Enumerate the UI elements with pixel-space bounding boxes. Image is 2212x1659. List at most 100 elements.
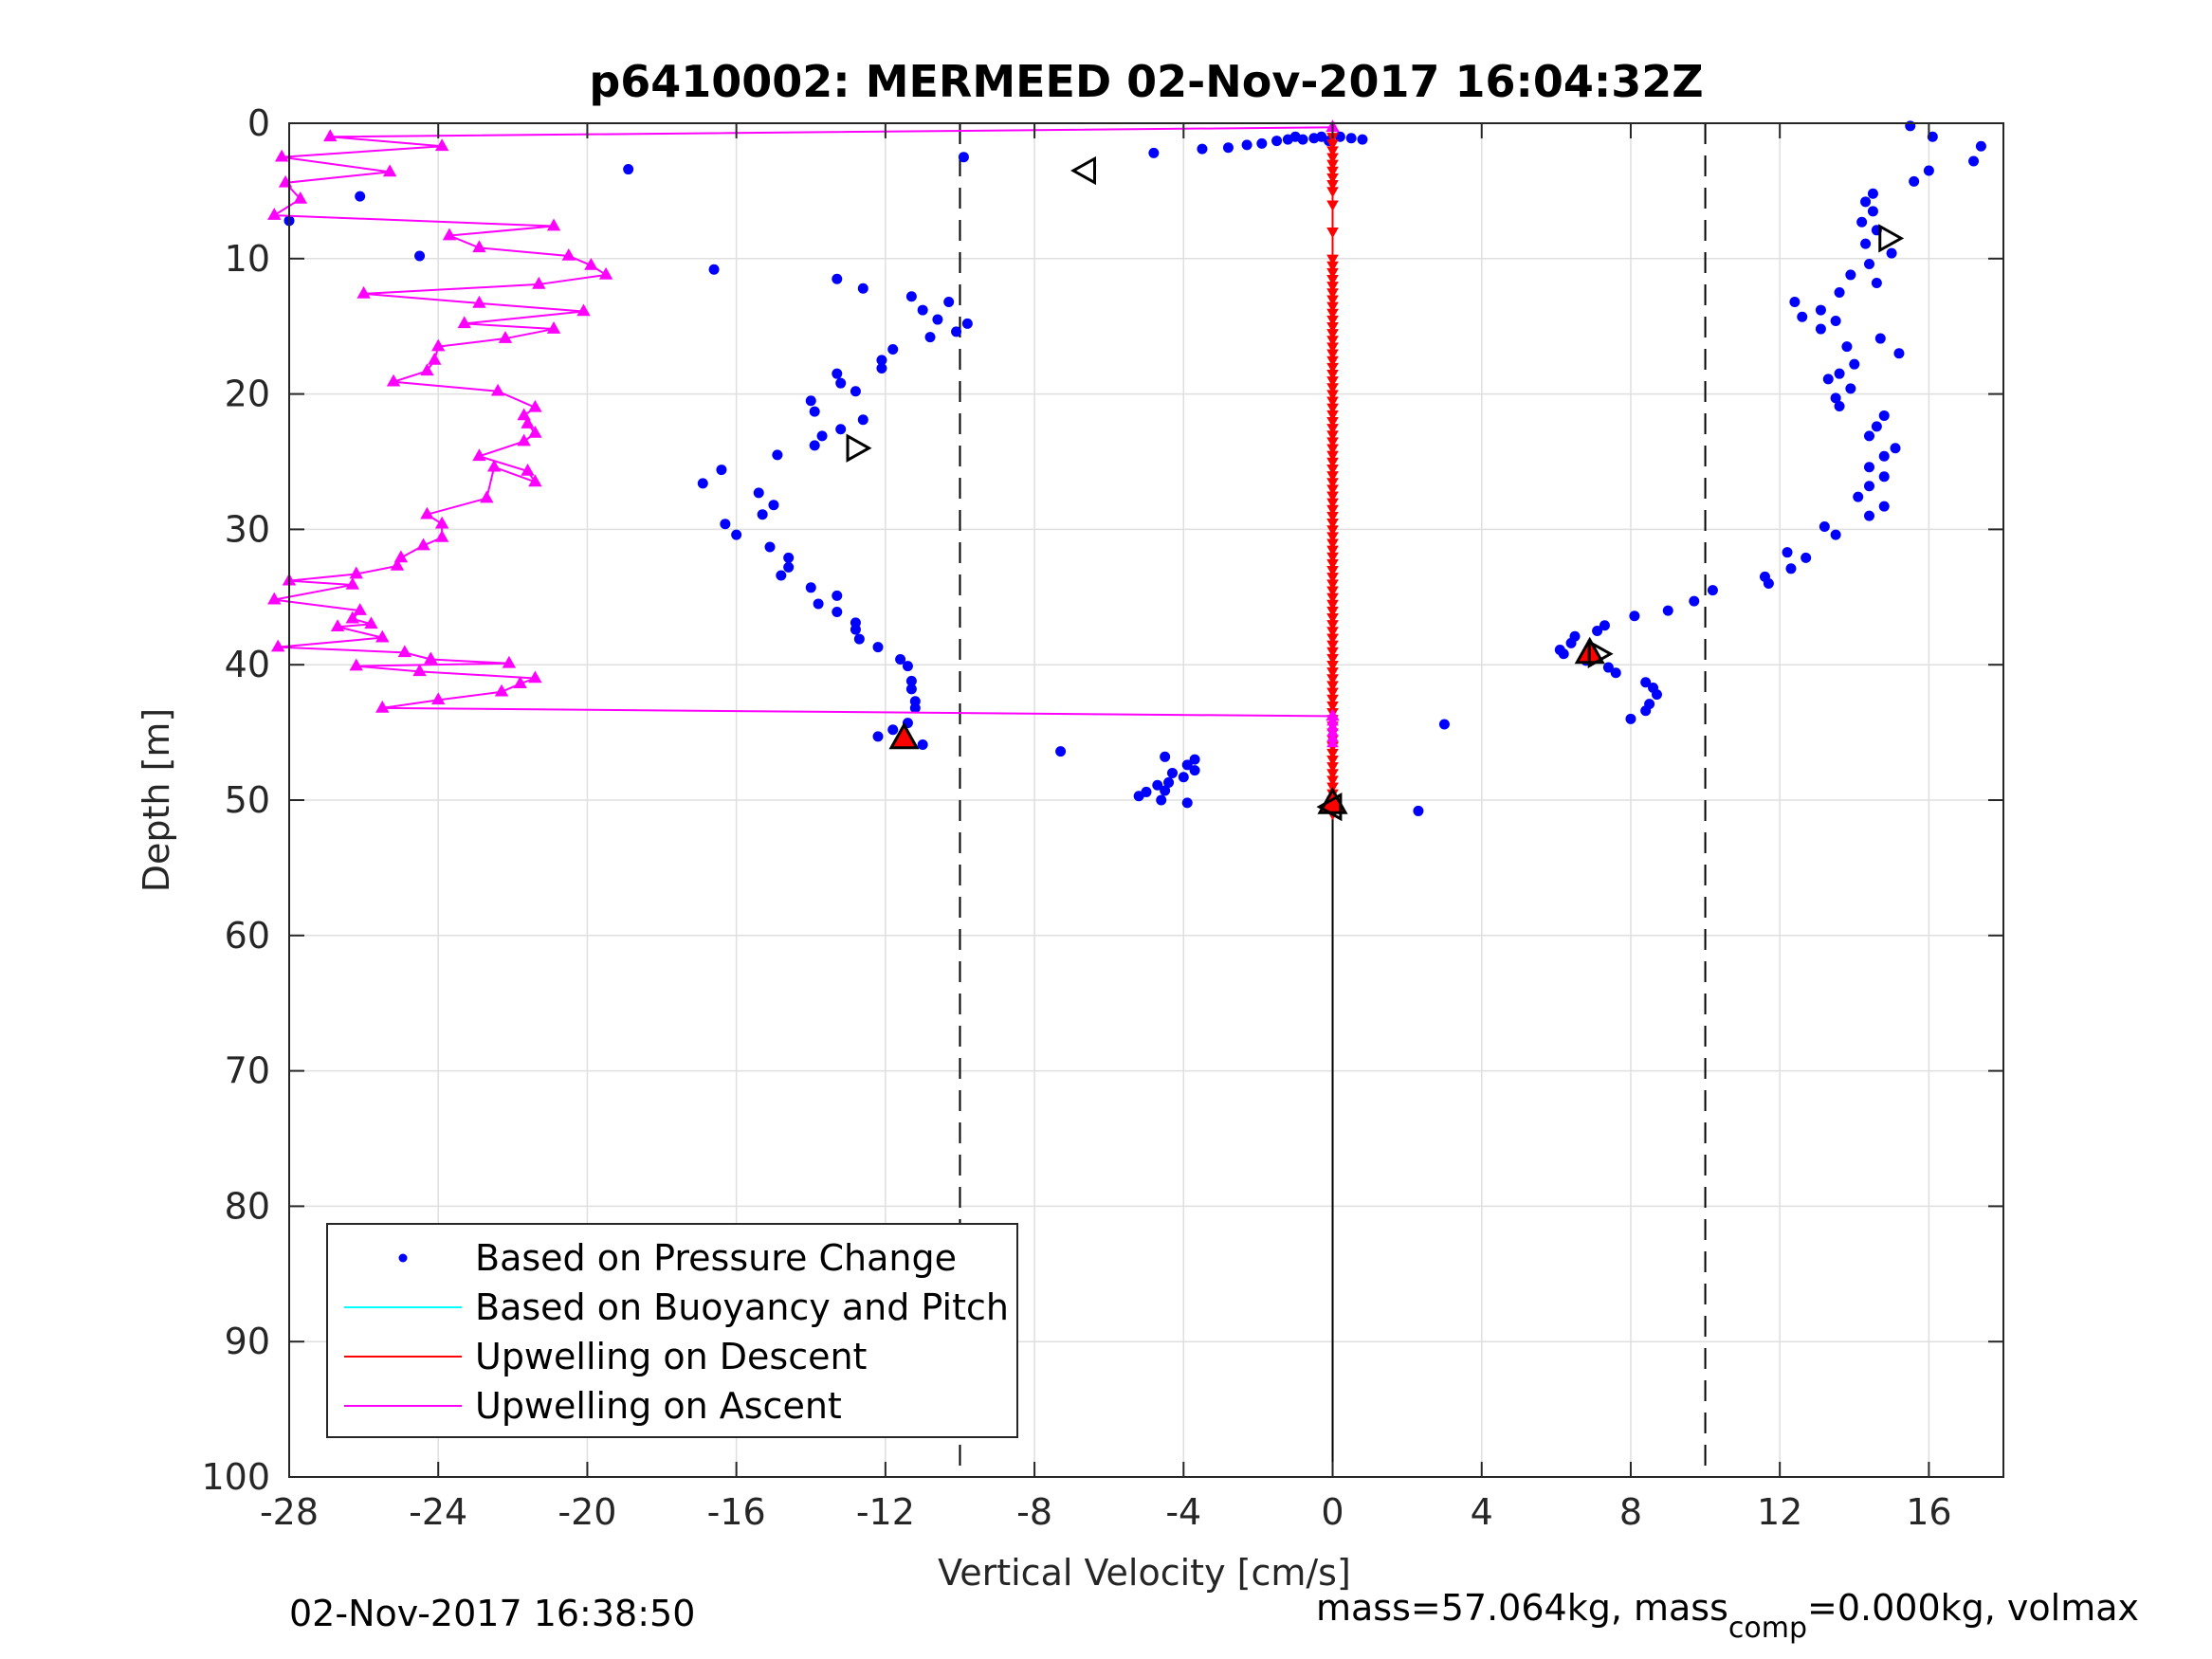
pressure-change-point <box>1558 648 1569 660</box>
x-tick-label: -4 <box>1165 1491 1201 1533</box>
pressure-change-point <box>835 424 847 435</box>
event-marker-up <box>1317 787 1348 814</box>
pressure-change-point <box>757 509 768 520</box>
descent-upwelling-marker <box>1326 200 1339 211</box>
pressure-change-point <box>1867 206 1878 217</box>
pressure-change-point <box>716 465 727 476</box>
descent-upwelling-marker <box>1326 308 1339 319</box>
pressure-change-point <box>1357 134 1368 145</box>
x-tick-label: 12 <box>1757 1491 1802 1533</box>
pressure-change-point <box>1878 501 1890 512</box>
pressure-change-point <box>414 250 426 262</box>
ascent-upwelling-marker <box>397 645 412 658</box>
x-tick-label: -8 <box>1016 1491 1052 1533</box>
ascent-upwelling-marker <box>1326 715 1339 726</box>
pressure-change-point <box>958 152 969 163</box>
pressure-change-point <box>783 552 795 563</box>
descent-upwelling-marker <box>1326 592 1339 604</box>
descent-upwelling-marker <box>1326 504 1339 516</box>
pressure-change-point <box>832 368 843 379</box>
pressure-change-point <box>1241 139 1252 151</box>
ascent-upwelling-marker <box>1326 737 1339 748</box>
descent-upwelling-marker <box>1326 647 1339 658</box>
pressure-change-point <box>1181 759 1193 771</box>
pressure-change-point <box>1345 133 1357 144</box>
ascent-upwelling-marker <box>490 383 505 396</box>
pressure-change-point <box>1886 247 1897 259</box>
pressure-change-point <box>1271 136 1283 147</box>
ascent-upwelling-marker <box>353 603 367 615</box>
pressure-change-point <box>1438 719 1450 730</box>
pressure-change-point <box>1909 175 1920 187</box>
descent-upwelling-marker <box>1326 653 1339 665</box>
ascent-upwelling-marker <box>386 374 401 387</box>
pressure-change-point <box>1853 491 1864 502</box>
pressure-change-point <box>850 386 861 397</box>
x-axis-label: Vertical Velocity [cm/s] <box>938 1552 1351 1594</box>
ascent-upwelling-marker <box>356 285 371 299</box>
pressure-change-point <box>905 675 917 686</box>
pressure-change-point <box>623 164 634 175</box>
turn-marker-right <box>1878 224 1905 253</box>
pressure-change-point <box>1830 392 1841 404</box>
ascent-upwelling-marker <box>434 516 449 529</box>
pressure-change-point <box>1156 794 1167 806</box>
descent-upwelling-marker <box>1326 532 1339 543</box>
descent-upwelling-marker <box>1326 613 1339 625</box>
grid <box>288 122 2003 1478</box>
pressure-change-point <box>1864 510 1875 521</box>
x-tick-label: -24 <box>409 1491 467 1533</box>
pressure-change-point <box>1181 797 1193 809</box>
pressure-change-point <box>1640 705 1652 717</box>
ascent-upwelling-marker <box>1326 725 1339 737</box>
pressure-change-point <box>1592 626 1603 636</box>
pressure-change-point <box>1662 605 1673 616</box>
pressure-change-point <box>1189 754 1200 765</box>
pressure-change-point <box>697 478 708 489</box>
pressure-change-point <box>951 326 962 337</box>
pressure-change-point <box>1878 410 1890 421</box>
pressure-change-point <box>1133 791 1144 802</box>
pressure-change-point <box>1413 805 1424 816</box>
pressure-change-point <box>1830 315 1841 326</box>
descent-upwelling-marker <box>1326 444 1339 455</box>
x-tick-label: -16 <box>707 1491 766 1533</box>
pressure-change-point <box>1629 611 1640 622</box>
descent-upwelling-marker <box>1326 336 1339 347</box>
pressure-change-point <box>1297 134 1308 145</box>
descent-upwelling-marker <box>1326 424 1339 435</box>
pressure-change-point <box>1160 751 1171 762</box>
ascent-upwelling-marker <box>293 191 307 204</box>
pressure-change-point <box>1864 462 1875 473</box>
footer-mass-sub: comp <box>1728 1612 1807 1645</box>
pressure-change-point <box>1878 450 1890 462</box>
descent-upwelling-marker <box>1326 525 1339 537</box>
descent-upwelling-marker <box>1326 511 1339 523</box>
ascent-upwelling-marker <box>431 338 446 352</box>
pressure-change-point <box>1864 259 1875 270</box>
descent-upwelling-marker <box>1326 579 1339 591</box>
ascent-upwelling-marker <box>561 247 576 261</box>
pressure-change-point <box>857 283 868 294</box>
pressure-change-point <box>1163 776 1175 788</box>
ascent-upwelling-marker <box>513 676 527 688</box>
ascent-upwelling-marker <box>546 218 561 231</box>
ascent-upwelling-marker <box>323 129 338 142</box>
descent-upwelling-marker <box>1326 545 1339 556</box>
descent-upwelling-marker <box>1326 478 1339 489</box>
pressure-change-point <box>876 355 887 366</box>
pressure-change-point <box>720 519 731 530</box>
y-tick-label: 10 <box>225 238 270 280</box>
ascent-upwelling-marker <box>271 639 285 652</box>
ascent-upwelling-marker <box>521 416 535 428</box>
legend-label: Based on Buoyancy and Pitch <box>475 1286 1009 1328</box>
pressure-change-point <box>1874 333 1886 344</box>
ascent-upwelling-marker <box>576 303 591 317</box>
descent-upwelling-marker <box>1326 301 1339 313</box>
ascent-upwelling-marker <box>528 474 542 487</box>
pressure-change-point <box>872 642 884 653</box>
ascent-upwelling-marker <box>412 664 427 677</box>
pressure-change-point <box>1968 155 1980 167</box>
pressure-change-point <box>1707 585 1718 596</box>
ticks: -28 -24 -20 -16 -12 -8 -4 0 4 8 12 16 0 10 20 30 40 50 60 7… <box>201 102 2003 1533</box>
